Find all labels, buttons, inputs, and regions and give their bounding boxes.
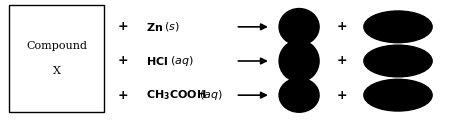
Text: Compound: Compound <box>26 41 87 51</box>
Text: +: + <box>117 20 128 33</box>
Ellipse shape <box>279 40 319 82</box>
Ellipse shape <box>364 45 432 77</box>
FancyBboxPatch shape <box>9 5 104 112</box>
Text: X: X <box>53 66 60 76</box>
Text: +: + <box>336 89 347 102</box>
Text: +: + <box>117 89 128 102</box>
Text: $\bf{Zn}$: $\bf{Zn}$ <box>146 21 163 33</box>
Ellipse shape <box>279 78 319 112</box>
Text: +: + <box>336 20 347 33</box>
Ellipse shape <box>364 79 432 111</box>
Text: $\bf{CH_3COOH}$: $\bf{CH_3COOH}$ <box>146 88 207 102</box>
Text: +: + <box>336 55 347 67</box>
Ellipse shape <box>364 11 432 43</box>
Text: $\it{(aq)}$: $\it{(aq)}$ <box>199 88 223 102</box>
Text: +: + <box>117 55 128 67</box>
Ellipse shape <box>279 9 319 45</box>
Text: $\bf{HCl}$: $\bf{HCl}$ <box>146 55 168 67</box>
Text: $\it{(s)}$: $\it{(s)}$ <box>164 20 179 33</box>
Text: $\it{(aq)}$: $\it{(aq)}$ <box>170 54 193 68</box>
